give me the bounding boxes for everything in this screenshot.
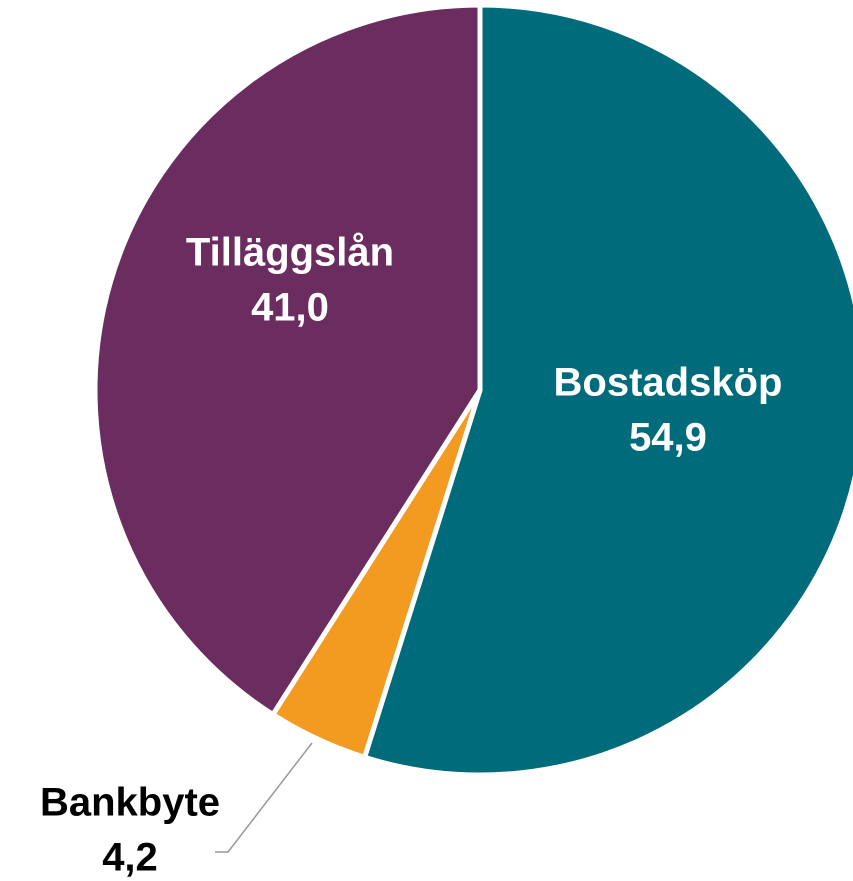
pie-slice xyxy=(361,2,853,778)
slice-value: 54,9 xyxy=(629,416,707,460)
slice-value: 4,2 xyxy=(102,836,158,880)
leader-line xyxy=(215,742,313,853)
slice-label: Bankbyte xyxy=(40,781,220,825)
slice-label: Tilläggslån xyxy=(186,231,394,275)
pie-slice xyxy=(92,2,483,718)
slice-label: Bostadsköp xyxy=(554,361,783,405)
slice-value: 41,0 xyxy=(251,286,329,330)
